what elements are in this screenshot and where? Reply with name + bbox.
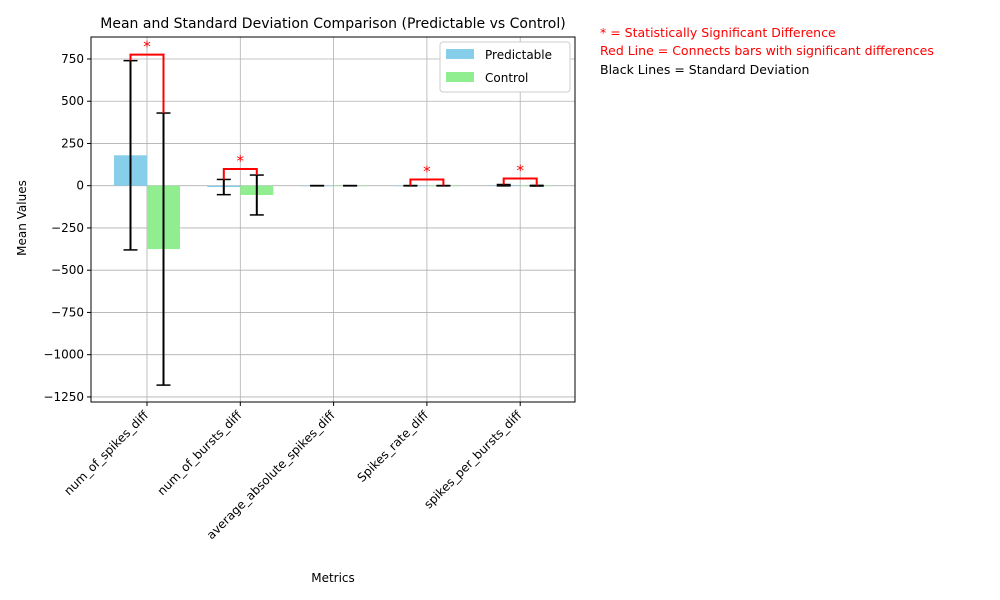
significance-marker-0: * [143, 38, 151, 56]
significance-layer: * * * * [129, 38, 538, 186]
y-tick-label-5: 0 [76, 179, 84, 193]
y-tick-label-0: −1250 [43, 390, 84, 404]
note-std-lines: Black Lines = Standard Deviation [600, 62, 809, 77]
y-tick-label-7: 500 [61, 94, 84, 108]
x-axis-label: Metrics [311, 571, 355, 585]
chart-title: Mean and Standard Deviation Comparison (… [100, 16, 565, 32]
legend-swatch-predictable [446, 49, 474, 59]
note-red-line: Red Line = Connects bars with significan… [600, 43, 934, 58]
significance-line-1 [222, 168, 258, 180]
y-tick-label-6: 250 [61, 136, 84, 150]
legend-label-control: Control [485, 71, 528, 85]
significance-line-0 [129, 53, 165, 114]
note-significance: * = Statistically Significant Difference [600, 25, 836, 40]
significance-line-4 [502, 177, 538, 186]
legend-swatch-control [446, 72, 474, 82]
y-tick-label-4: −250 [51, 221, 84, 235]
y-tick-label-1: −1000 [43, 348, 84, 362]
legend-label-predictable: Predictable [485, 48, 552, 62]
y-tick-label-8: 750 [61, 52, 84, 66]
significance-marker-4: * [516, 162, 524, 180]
significance-marker-1: * [237, 152, 245, 170]
plot-frame [90, 36, 576, 403]
significance-marker-3: * [423, 163, 431, 181]
y-axis-ticks: −1250 −1000 −750 −500 −250 0 250 500 750 [43, 52, 91, 404]
error-bars-layer [123, 59, 544, 386]
y-tick-label-2: −750 [51, 305, 84, 319]
legend: Predictable Control [439, 41, 571, 93]
y-axis-label: Mean Values [15, 180, 29, 256]
y-tick-label-3: −500 [51, 263, 84, 277]
significance-line-3 [409, 178, 445, 186]
annotation-notes: * = Statistically Significant Difference… [600, 25, 934, 77]
